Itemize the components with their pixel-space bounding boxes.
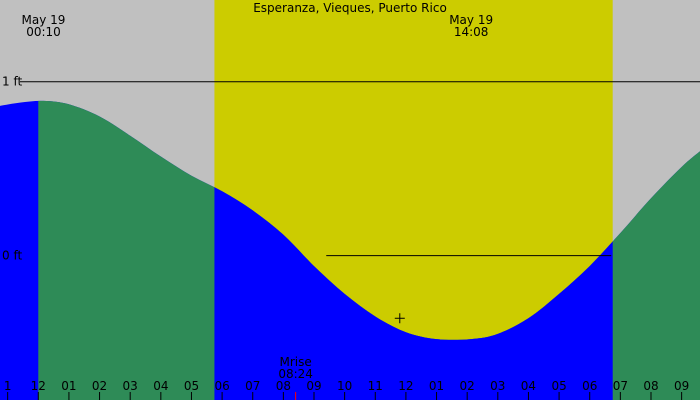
x-tick-label-11: 10 (337, 379, 352, 393)
x-tick-label-12: 11 (368, 379, 383, 393)
low-tide-time: 14:08 (454, 25, 489, 39)
y-tick-label-1: 0 ft (2, 249, 22, 263)
x-tick-label-2: 01 (61, 379, 76, 393)
moonrise-time: 08:24 (278, 367, 313, 381)
moonrise-label: Mrise (279, 355, 311, 369)
x-tick-label-19: 06 (582, 379, 597, 393)
chart-title: Esperanza, Vieques, Puerto Rico (253, 1, 447, 15)
x-tick-label-16: 03 (490, 379, 505, 393)
x-tick-label-14: 01 (429, 379, 444, 393)
x-tick-label-8: 07 (245, 379, 260, 393)
high-tide-time: 00:10 (26, 25, 61, 39)
x-tick-label-3: 02 (92, 379, 107, 393)
y-tick-label-0: 1 ft (2, 75, 22, 89)
x-tick-label-20: 07 (613, 379, 628, 393)
x-tick-label-21: 08 (643, 379, 658, 393)
x-tick-label-6: 05 (184, 379, 199, 393)
crosshair-cursor (394, 313, 405, 324)
x-tick-label-17: 04 (521, 379, 536, 393)
x-tick-label-1: 12 (31, 379, 46, 393)
x-ticks: 1 12 01 02 03 04 05 06 07 08 09 10 11 12 01 02 03 04 05 06 0… (4, 379, 689, 400)
x-tick-label-15: 02 (460, 379, 475, 393)
x-tick-label-22: 09 (674, 379, 689, 393)
x-tick-label-0: 1 (4, 379, 12, 393)
x-tick-label-10: 09 (306, 379, 321, 393)
y-tick-labels: 1 ft 0 ft (2, 75, 22, 263)
x-tick-label-5: 04 (153, 379, 168, 393)
x-tick-label-18: 05 (551, 379, 566, 393)
high-tide-date: May 19 (22, 13, 66, 27)
tide-area-day (214, 187, 613, 400)
low-tide-date: May 19 (449, 13, 493, 27)
y-gridlines (20, 81, 700, 257)
x-tick-label-7: 06 (214, 379, 229, 393)
x-tick-label-9: 08 (276, 379, 291, 393)
x-tick-label-4: 03 (123, 379, 138, 393)
x-tick-label-13: 12 (398, 379, 413, 393)
